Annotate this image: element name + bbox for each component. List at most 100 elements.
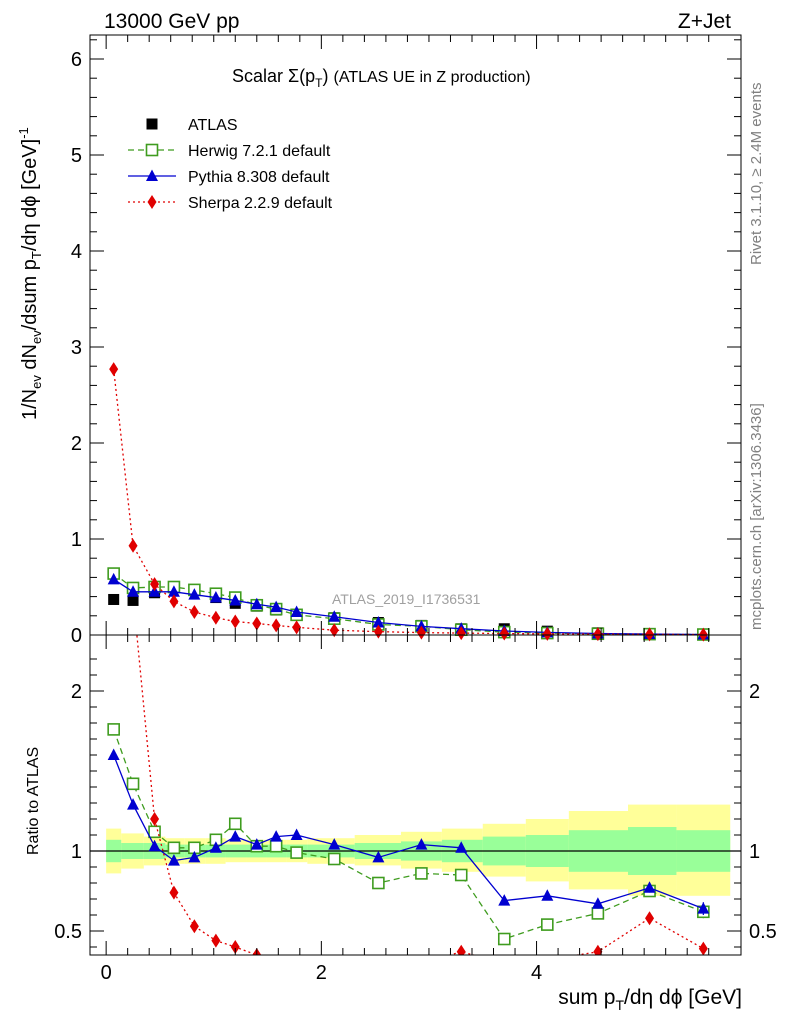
analysis-watermark: ATLAS_2019_I1736531: [332, 591, 481, 607]
ratio-point-pythia: [250, 838, 263, 850]
data-point-sherpa: [416, 625, 426, 640]
legend-label: Herwig 7.2.1 default: [188, 143, 331, 160]
ratio-point-pythia: [455, 841, 468, 853]
ratio-y-tick-label: 1: [71, 841, 82, 863]
x-tick-label: 4: [531, 962, 542, 984]
ratio-point-pythia: [643, 881, 656, 893]
legend-label: Pythia 8.308 default: [188, 169, 330, 186]
ratio-y-tick-label-right: 2: [749, 681, 760, 703]
data-point-atlas: [108, 593, 120, 605]
ratio-y-tick-label-right: 0.5: [749, 921, 777, 943]
ratio-point-sherpa: [593, 944, 603, 955]
ratio-point-sherpa: [169, 885, 179, 900]
ratio-point-pythia: [127, 798, 140, 810]
data-point-sherpa: [271, 618, 281, 633]
data-point-sherpa: [292, 620, 302, 635]
y-tick-label: 4: [71, 241, 82, 263]
main-x-axis: [105, 35, 710, 635]
ratio-point-pythia: [148, 839, 161, 852]
ratio-y-label: Ratio to ATLAS: [25, 747, 42, 855]
ratio-content: [90, 635, 741, 955]
ratio-point-sherpa: [211, 933, 221, 948]
ratio-point-pythia: [270, 830, 283, 842]
ratio-panel: 0.5 0.5 1 1 2 2 0 2 4 Ratio to ATLAS sum pT/dη …: [25, 634, 777, 1013]
mcplots-label: mcplots.cern.ch [arXiv:1306.3436]: [748, 403, 765, 630]
ratio-point-sherpa: [189, 919, 199, 934]
x-tick-label: 0: [101, 962, 112, 984]
header-right-label: Z+Jet: [678, 10, 731, 33]
ratio-point-herwig: [228, 817, 242, 831]
ratio-point-herwig: [591, 907, 605, 920]
ratio-point-herwig: [415, 867, 428, 880]
y-tick-label: 5: [71, 145, 82, 167]
y-tick-label: 3: [71, 337, 82, 359]
ratio-point-pythia: [697, 902, 710, 914]
ratio-point-pythia: [372, 850, 385, 863]
ratio-point-pythia: [229, 830, 242, 842]
y-tick-label: 1: [71, 529, 82, 551]
legend-label: Sherpa 2.2.9 default: [188, 195, 333, 212]
main-plot-area: [107, 362, 710, 642]
y-tick-label: 6: [71, 49, 82, 71]
ratio-point-pythia: [591, 897, 604, 909]
chart-title: Scalar Σ(pT) (ATLAS UE in Z production): [232, 66, 531, 90]
data-point-sherpa: [645, 627, 655, 642]
data-point-pythia: [209, 591, 222, 603]
data-point-atlas: [127, 594, 139, 606]
legend-marker: [146, 169, 158, 181]
legend: ATLAS Herwig 7.2.1 default Pythia 8.308 de…: [128, 117, 333, 212]
ratio-point-pythia: [167, 854, 180, 866]
ratio-point-pythia: [290, 828, 303, 840]
ratio-point-pythia: [415, 838, 428, 850]
ratio-point-herwig: [107, 723, 120, 736]
ratio-y-tick-label: 2: [71, 681, 82, 703]
legend-marker: [147, 195, 157, 209]
ratio-series-sherpa: [136, 635, 708, 955]
ratio-point-sherpa: [645, 911, 655, 926]
data-point-sherpa: [189, 604, 199, 619]
ratio-point-sherpa: [150, 812, 160, 826]
legend-item-herwig: Herwig 7.2.1 default: [128, 143, 331, 160]
data-point-sherpa: [456, 626, 466, 641]
ratio-frame: [89, 634, 742, 956]
ratio-point-sherpa: [456, 944, 466, 955]
data-point-sherpa: [499, 626, 509, 641]
data-point-sherpa: [329, 623, 339, 638]
uncertainty-bands: [106, 804, 731, 896]
data-point-sherpa: [169, 594, 179, 609]
legend-item-pythia: Pythia 8.308 default: [128, 169, 330, 186]
data-point-sherpa: [211, 610, 221, 625]
x-axis-label: sum pT/dη dϕ [GeV]: [558, 986, 742, 1013]
data-point-pythia: [167, 585, 180, 597]
ratio-point-pythia: [107, 748, 120, 760]
legend-item-atlas: ATLAS: [146, 117, 238, 134]
data-point-pythia: [127, 585, 140, 597]
ratio-point-pythia: [188, 850, 201, 863]
y-tick-label: 0: [71, 625, 82, 647]
data-point-sherpa: [252, 616, 262, 631]
ratio-y-axis: 0.5 0.5 1 1 2 2: [54, 658, 777, 948]
ratio-series-pythia: [107, 748, 710, 915]
ratio-point-pythia: [498, 894, 511, 906]
x-tick-label: 2: [316, 962, 327, 984]
ratio-point-pythia: [328, 838, 341, 850]
ratio-point-pythia: [541, 889, 554, 901]
data-point-sherpa: [542, 626, 552, 641]
ratio-point-herwig: [372, 876, 385, 890]
data-point-pythia: [372, 616, 385, 628]
ratio-point-herwig: [148, 825, 161, 839]
ratio-point-herwig: [454, 868, 468, 882]
data-point-pythia: [270, 600, 283, 613]
ratio-point-herwig: [327, 852, 341, 866]
ratio-point-herwig: [269, 839, 283, 853]
ratio-point-herwig: [167, 841, 181, 855]
data-point-sherpa: [150, 577, 160, 592]
data-point-sherpa: [230, 614, 240, 629]
legend-label: ATLAS: [188, 117, 238, 134]
ratio-point-sherpa: [698, 941, 708, 955]
series-sherpa: [109, 362, 708, 642]
data-point-pythia: [290, 605, 303, 617]
ratio-point-herwig: [290, 846, 303, 859]
ratio-plot-area: [90, 635, 741, 955]
ratio-point-herwig: [497, 932, 511, 946]
